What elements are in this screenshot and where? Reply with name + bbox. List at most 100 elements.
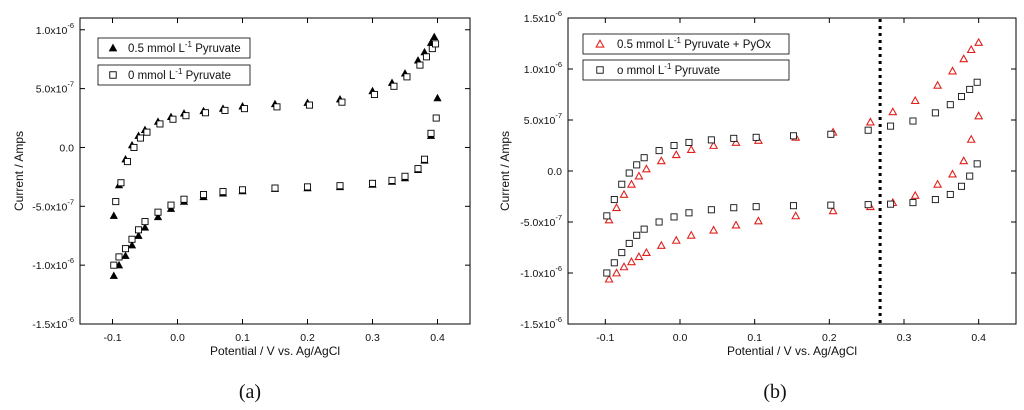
y-tick-label: 1.0x10-6: [524, 60, 562, 76]
data-point: [169, 115, 177, 123]
data-point: [619, 189, 629, 198]
data-point: [634, 171, 644, 180]
data-point: [959, 156, 969, 165]
data-point: [141, 218, 149, 226]
data-markers: [109, 32, 442, 279]
data-point: [966, 134, 976, 143]
legend-box-2: [97, 64, 251, 86]
data-point: [709, 140, 719, 149]
data-point: [933, 80, 943, 89]
data-point: [640, 154, 648, 162]
plot-area-frame: [79, 17, 471, 325]
x-tick-label: 0.4: [971, 332, 986, 344]
data-point: [730, 134, 738, 142]
data-point: [887, 122, 895, 130]
y-tick-label: -1.0x10-6: [520, 264, 562, 280]
data-point: [865, 117, 875, 126]
legend: 0.5 mmol L-1 Pyruvate + PyOx o mmol L-1 …: [582, 33, 790, 81]
data-point: [336, 182, 344, 190]
data-point: [827, 130, 835, 138]
data-point: [618, 180, 626, 188]
y-tick-label: 0.0: [59, 142, 74, 154]
data-point: [112, 198, 120, 206]
legend-box-2: [582, 59, 790, 81]
x-tick-label: 0.0: [673, 332, 688, 344]
data-point: [753, 216, 763, 225]
data-point: [686, 144, 696, 154]
legend: 0.5 mmol L-1 Pyruvate 0 mmol L-1 Pyruvat…: [97, 37, 251, 86]
x-tick-label: 0.2: [300, 332, 315, 344]
legend-box-1: [97, 37, 251, 59]
data-point: [604, 215, 614, 224]
panel-label-a: (a): [239, 381, 261, 403]
data-point: [368, 179, 377, 187]
legend-label-2: 0 mmol L-1 Pyruvate: [128, 67, 231, 82]
data-point: [655, 218, 663, 226]
y-tick-label: 0.0: [547, 166, 562, 178]
data-point: [128, 235, 136, 243]
data-point: [370, 90, 378, 99]
data-point: [966, 85, 974, 93]
data-point: [966, 44, 976, 54]
data-point: [143, 128, 151, 136]
data-point: [115, 253, 123, 261]
legend-symbol: [109, 71, 117, 79]
data-point: [709, 225, 719, 234]
data-point: [640, 225, 648, 233]
data-point: [390, 82, 398, 90]
x-axis-label: Potential / V vs. Ag/AgCl: [210, 344, 340, 358]
data-point: [864, 201, 872, 209]
data-point: [121, 245, 130, 253]
data-point: [140, 223, 150, 231]
data-point: [656, 240, 666, 249]
data-point: [933, 179, 943, 188]
data-point: [618, 249, 626, 257]
data-point: [789, 202, 798, 210]
x-tick-label: 0.1: [747, 332, 762, 344]
data-point: [604, 274, 614, 283]
data-point: [110, 261, 118, 269]
data-point: [731, 220, 741, 229]
data-point: [433, 93, 442, 102]
x-tick-labels: -0.1 0.0 0.1 0.2 0.3 0.4: [103, 332, 444, 344]
data-point: [109, 271, 118, 279]
data-point: [430, 32, 439, 41]
data-point: [432, 40, 440, 48]
legend-box-1: [582, 33, 790, 55]
data-point: [123, 158, 131, 166]
data-point: [199, 191, 208, 199]
data-point: [910, 190, 920, 199]
data-point: [670, 141, 678, 150]
data-point: [685, 209, 693, 217]
panel-label-b: (b): [763, 381, 786, 403]
data-point: [633, 161, 641, 169]
data-point: [625, 239, 633, 247]
data-point: [959, 54, 969, 63]
data-point: [401, 172, 409, 180]
data-point: [909, 199, 917, 207]
y-tick-label: -5.0x10-7: [520, 213, 562, 229]
legend-symbol: [108, 43, 118, 52]
data-point: [422, 53, 430, 61]
data-point: [610, 196, 618, 204]
data-point: [827, 201, 835, 209]
data-point: [686, 230, 696, 239]
y-tick-label: 5.0x10-7: [36, 80, 74, 96]
data-point: [655, 147, 663, 155]
data-point: [641, 164, 651, 173]
data-point: [656, 156, 666, 165]
y-tick-label: -1.5x10-6: [520, 315, 562, 331]
data-point: [633, 231, 641, 239]
data-point: [610, 259, 618, 267]
data-point: [931, 196, 939, 204]
data-point: [946, 190, 954, 198]
axis-ticks: [568, 17, 1016, 325]
data-point: [973, 78, 981, 86]
data-point: [154, 208, 162, 216]
data-point: [403, 73, 411, 81]
data-point: [946, 101, 954, 109]
data-point: [707, 206, 715, 214]
data-point: [791, 211, 801, 220]
y-tick-label: -1.0x10-6: [32, 256, 74, 272]
